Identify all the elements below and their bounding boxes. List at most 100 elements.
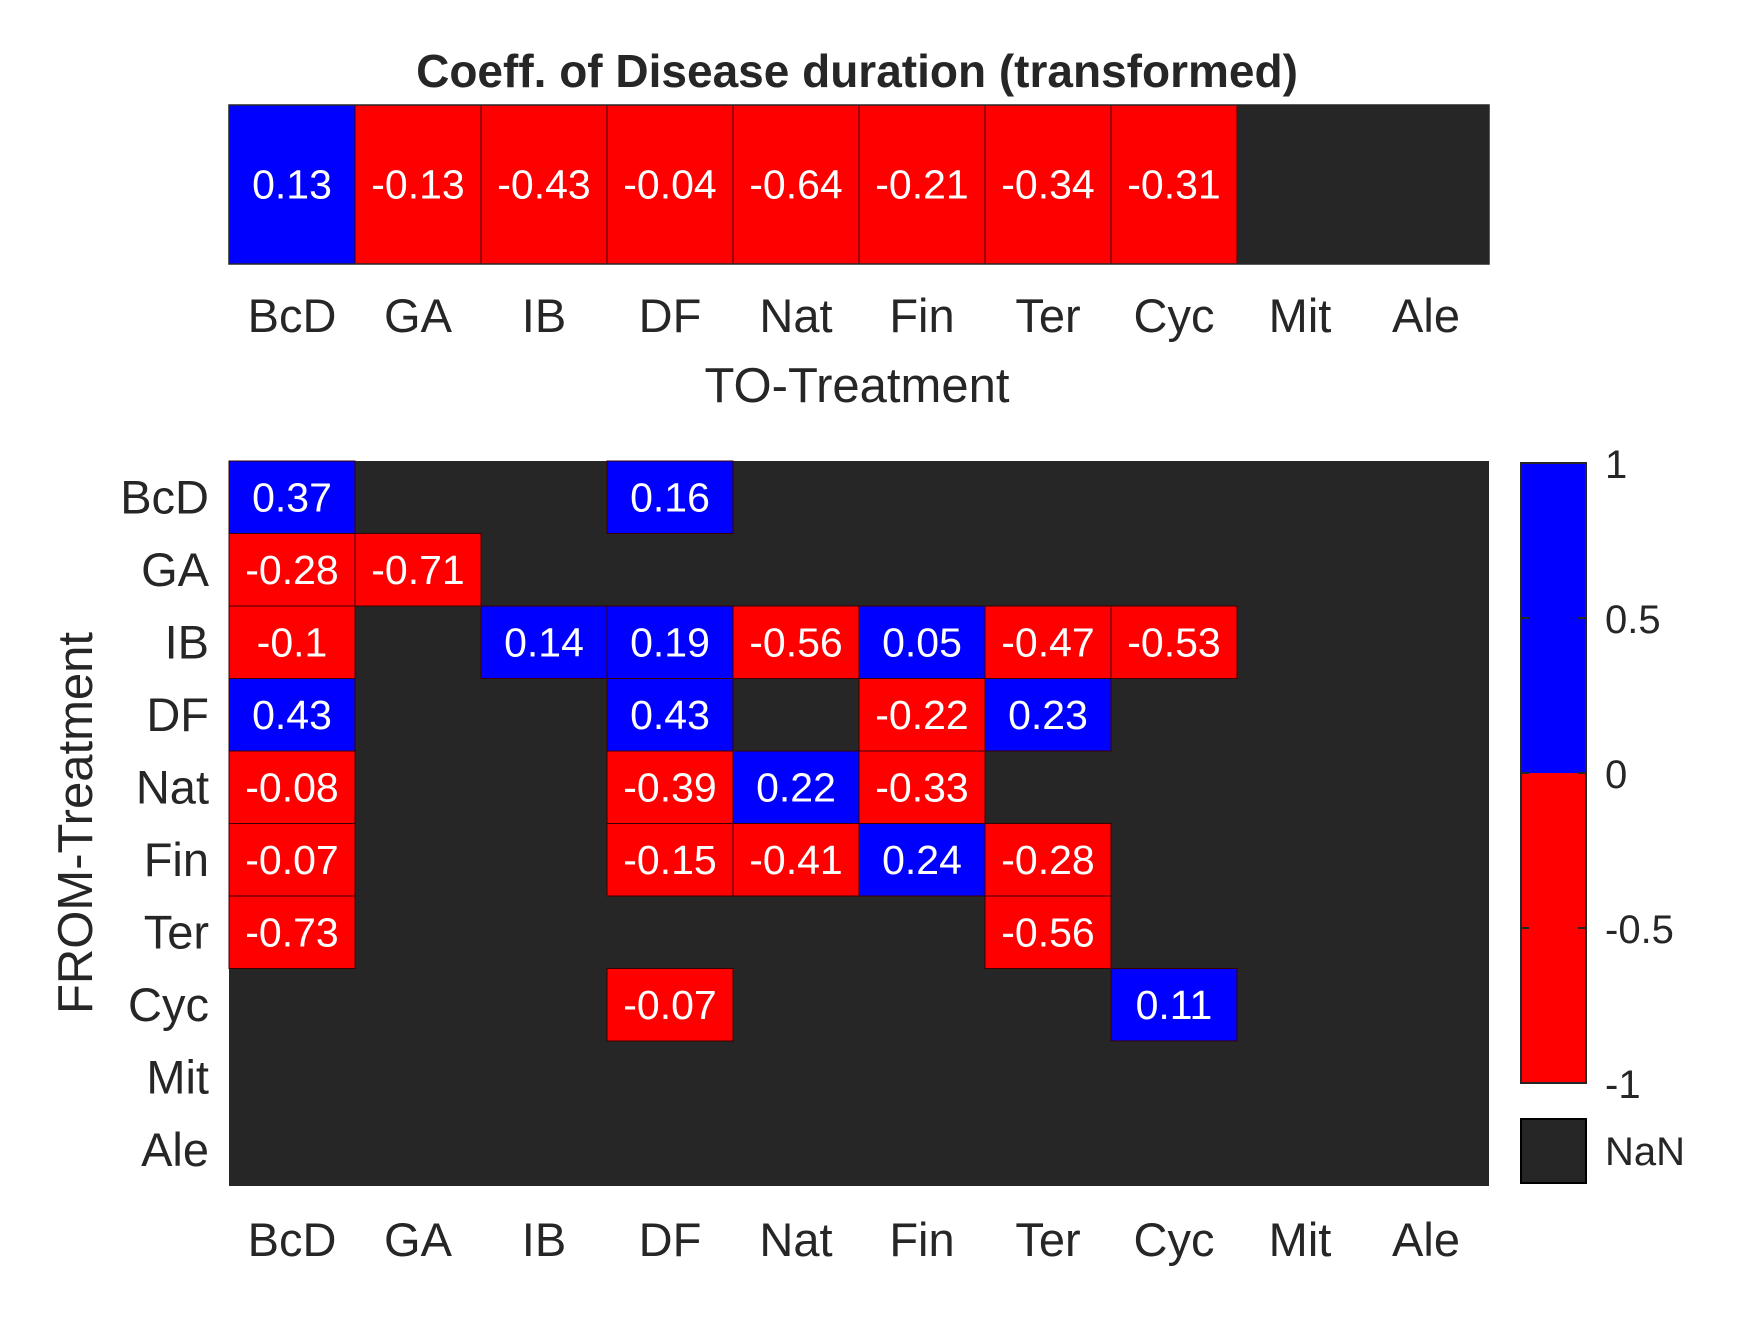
cell-value-label: -0.15 bbox=[623, 837, 716, 883]
y-tick-label: Mit bbox=[146, 1050, 209, 1103]
cell-value-label: 0.16 bbox=[630, 474, 710, 520]
heatmap-cell bbox=[984, 104, 1112, 265]
cell-value-label: 0.13 bbox=[252, 162, 332, 208]
x-axis-label: TO-Treatment bbox=[705, 359, 1010, 413]
heatmap-cell bbox=[1363, 105, 1489, 264]
x-tick-label: Fin bbox=[889, 1213, 954, 1266]
heatmap-cell bbox=[228, 104, 356, 265]
colorbar-tick-label: -0.5 bbox=[1605, 908, 1674, 952]
heatmap-cell bbox=[228, 750, 356, 824]
x-tick-label: BcD bbox=[248, 1213, 337, 1266]
cell-value-label: -0.56 bbox=[749, 619, 842, 665]
top-heatmap: 0.13 -0.13 -0.43 -0.04 -0.64 -0.21 -0.34 -0.31 bbox=[228, 104, 1490, 265]
cell-value-label: -0.64 bbox=[749, 162, 842, 208]
y-tick-label: GA bbox=[141, 543, 210, 596]
nan-label: NaN bbox=[1605, 1130, 1685, 1174]
cell-value-label: 0.24 bbox=[882, 837, 962, 883]
heatmap-cell bbox=[228, 460, 356, 534]
colorbar-tick-label: -1 bbox=[1605, 1063, 1641, 1107]
heatmap-cell bbox=[228, 895, 356, 969]
heatmap-cell bbox=[606, 678, 734, 752]
heatmap-cell bbox=[1110, 605, 1238, 679]
main-y-tick-labels: BcD GA IB DF Nat Fin Ter Cyc Mit Ale bbox=[120, 470, 209, 1176]
heatmap-cell bbox=[480, 104, 608, 265]
y-tick-label: DF bbox=[146, 688, 209, 741]
heatmap-cell bbox=[732, 823, 860, 897]
cell-value-label: 0.22 bbox=[756, 764, 836, 810]
cell-value-label: -0.56 bbox=[1001, 909, 1094, 955]
cell-value-label: -0.13 bbox=[371, 162, 464, 208]
x-tick-label: Ale bbox=[1392, 1213, 1460, 1266]
colorbar-positive-band bbox=[1521, 463, 1586, 773]
x-tick-label: Nat bbox=[759, 1213, 832, 1266]
cell-value-label: -0.47 bbox=[1001, 619, 1094, 665]
y-tick-label: Nat bbox=[136, 760, 209, 813]
heatmap-cell bbox=[732, 605, 860, 679]
heatmap-cell bbox=[228, 678, 356, 752]
colorbar: 1 0.5 0 -0.5 -1 NaN bbox=[1520, 443, 1685, 1184]
heatmap-cell bbox=[480, 605, 608, 679]
x-tick-label: DF bbox=[639, 289, 702, 342]
heatmap-cell bbox=[1110, 104, 1238, 265]
heatmap-cell bbox=[354, 533, 482, 607]
cell-value-label: -0.53 bbox=[1127, 619, 1220, 665]
heatmap-cell bbox=[984, 605, 1112, 679]
x-tick-label: Fin bbox=[889, 289, 954, 342]
cell-value-label: 0.19 bbox=[630, 619, 710, 665]
heatmap-cell bbox=[606, 460, 734, 534]
cell-value-label: -0.1 bbox=[257, 619, 328, 665]
colorbar-tick-label: 0 bbox=[1605, 753, 1627, 797]
x-tick-label: Mit bbox=[1269, 289, 1332, 342]
cell-value-label: -0.28 bbox=[1001, 837, 1094, 883]
cell-value-label: 0.23 bbox=[1008, 692, 1088, 738]
heatmap-cell bbox=[984, 823, 1112, 897]
chart-title: Coeff. of Disease duration (transformed) bbox=[416, 45, 1298, 97]
heatmap-cell bbox=[606, 605, 734, 679]
cell-value-label: -0.39 bbox=[623, 764, 716, 810]
heatmap-cell bbox=[984, 678, 1112, 752]
cell-value-label: -0.33 bbox=[875, 764, 968, 810]
cell-value-label: 0.14 bbox=[504, 619, 584, 665]
cell-value-label: -0.07 bbox=[623, 982, 716, 1028]
heatmap-cell bbox=[858, 678, 986, 752]
cell-value-label: -0.21 bbox=[875, 162, 968, 208]
colorbar-tick-label: 1 bbox=[1605, 443, 1627, 487]
cell-value-label: -0.34 bbox=[1001, 162, 1094, 208]
y-tick-label: BcD bbox=[120, 470, 209, 523]
heatmap-cell bbox=[228, 823, 356, 897]
main-x-tick-labels: BcD GA IB DF Nat Fin Ter Cyc Mit Ale bbox=[248, 1213, 1460, 1266]
heatmap-cell bbox=[606, 968, 734, 1042]
x-tick-label: Ter bbox=[1015, 1213, 1080, 1266]
y-tick-label: Cyc bbox=[128, 978, 209, 1031]
colorbar-tick-label: 0.5 bbox=[1605, 598, 1661, 642]
cell-value-label: 0.43 bbox=[252, 692, 332, 738]
heatmap-cell bbox=[984, 895, 1112, 969]
x-tick-label: GA bbox=[384, 289, 453, 342]
top-x-tick-labels: BcD GA IB DF Nat Fin Ter Cyc Mit Ale bbox=[248, 289, 1460, 342]
cell-value-label: -0.28 bbox=[245, 547, 338, 593]
heatmap-cell bbox=[1237, 105, 1363, 264]
cell-value-label: -0.04 bbox=[623, 162, 716, 208]
cell-value-label: 0.37 bbox=[252, 474, 332, 520]
cell-value-label: -0.73 bbox=[245, 909, 338, 955]
y-tick-label: Fin bbox=[144, 833, 209, 886]
x-tick-label: Ale bbox=[1392, 289, 1460, 342]
heatmap-cell bbox=[858, 750, 986, 824]
x-tick-label: Cyc bbox=[1134, 1213, 1215, 1266]
colorbar-negative-band bbox=[1521, 773, 1586, 1083]
nan-swatch bbox=[1520, 1118, 1587, 1184]
x-tick-label: Mit bbox=[1269, 1213, 1332, 1266]
x-tick-label: Cyc bbox=[1134, 289, 1215, 342]
heatmap-cell bbox=[858, 605, 986, 679]
main-heatmap: 0.37 0.16-0.28 -0.71-0.1 0.14 0.19 -0.56 0.05-… bbox=[228, 460, 1489, 1186]
x-tick-label: Ter bbox=[1015, 289, 1080, 342]
cell-value-label: 0.11 bbox=[1136, 982, 1213, 1028]
cell-value-label: -0.08 bbox=[245, 764, 338, 810]
heatmap-cell bbox=[1110, 968, 1238, 1042]
x-tick-label: GA bbox=[384, 1213, 453, 1266]
x-tick-label: IB bbox=[522, 1213, 566, 1266]
heatmap-cell bbox=[606, 750, 734, 824]
cell-value-label: -0.41 bbox=[749, 837, 842, 883]
y-tick-label: Ter bbox=[144, 905, 209, 958]
